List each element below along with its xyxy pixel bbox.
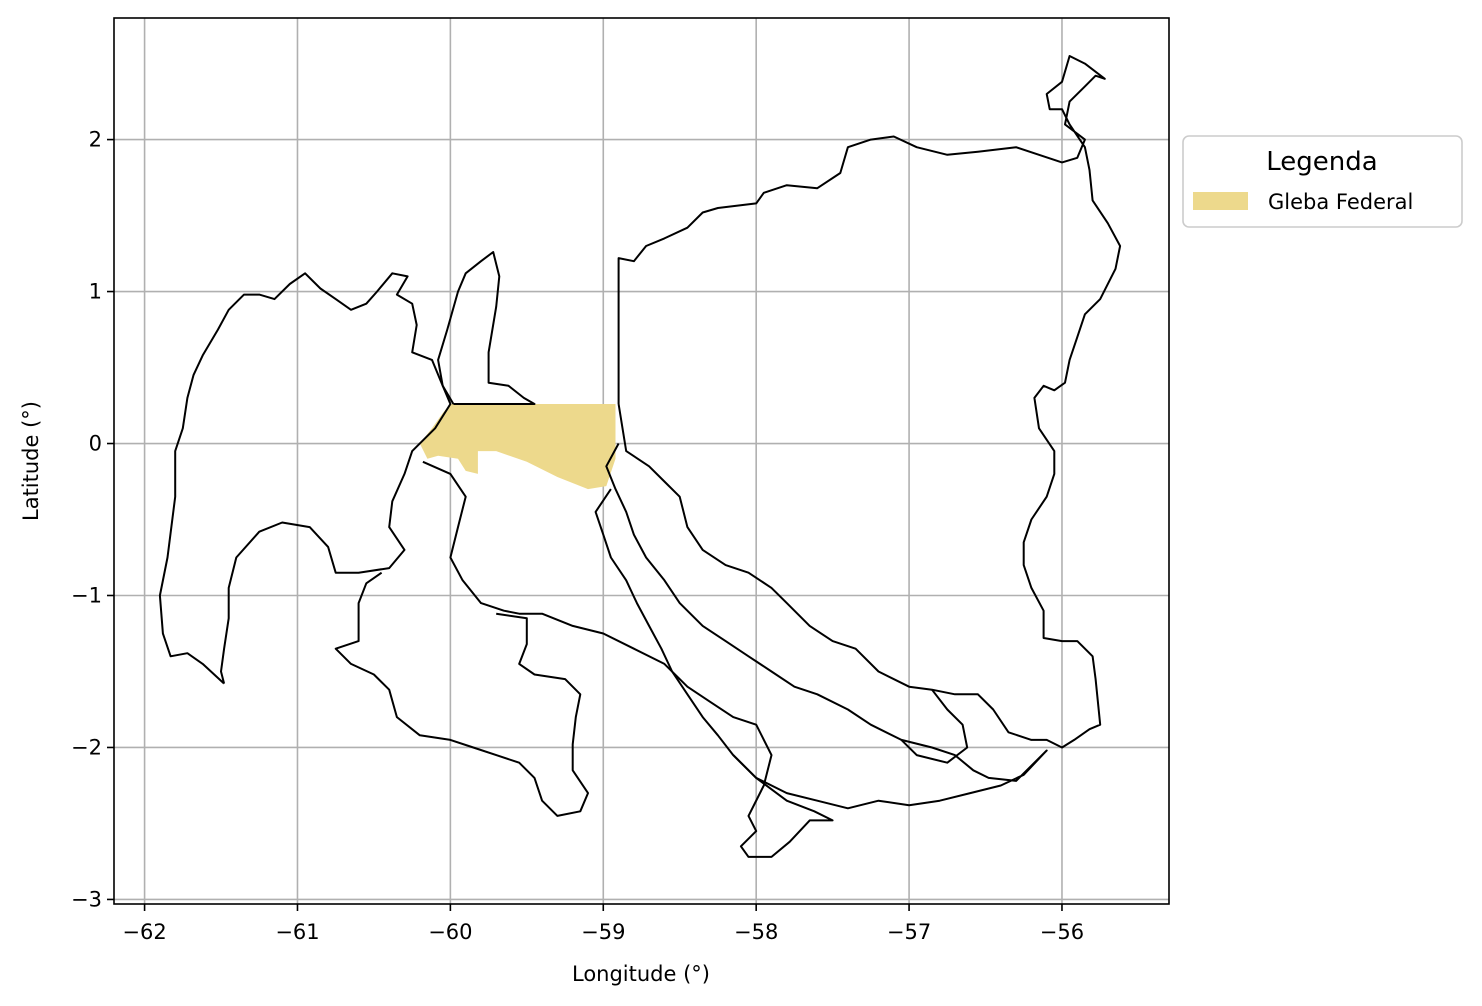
y-tick-label: 2 <box>89 128 102 152</box>
x-axis-label: Longitude (°) <box>572 962 710 986</box>
y-tick-label: −1 <box>71 583 102 607</box>
legend-frame <box>1182 135 1463 228</box>
legend-swatch-gleba-federal <box>1193 192 1248 210</box>
legend-label-gleba-federal: Gleba Federal <box>1268 190 1413 214</box>
x-tick-label: −59 <box>581 920 625 944</box>
legend: Legenda Gleba Federal <box>1182 135 1463 228</box>
municipality-boundaries <box>158 55 1122 858</box>
y-tick-label: −2 <box>71 735 102 759</box>
x-tick-label: −58 <box>734 920 778 944</box>
plot-frame <box>113 17 1170 905</box>
x-tick-label: −62 <box>122 920 166 944</box>
municipality-boundary-3 <box>617 55 1122 749</box>
municipality-boundary-7 <box>900 689 969 764</box>
x-tick-label: −57 <box>887 920 931 944</box>
municipality-boundary-1 <box>158 272 452 685</box>
municipality-boundary-5 <box>422 460 834 858</box>
y-axis-label: Latitude (°) <box>19 401 43 521</box>
y-tick-label: 0 <box>89 432 102 456</box>
municipality-boundary-6 <box>334 571 589 817</box>
gleba-federal-area <box>419 404 616 490</box>
municipality-boundary-2 <box>437 251 536 405</box>
x-tick-label: −60 <box>428 920 472 944</box>
municipality-boundary-4 <box>594 443 1048 810</box>
y-tick-label: 1 <box>89 280 102 304</box>
grid-lines <box>114 18 1169 904</box>
legend-title: Legenda <box>1266 147 1377 177</box>
axis-ticks: −62 −61 −60 −59 −58 −57 −56 −3 −2 −1 0 1 2 <box>71 128 1084 944</box>
x-tick-label: −61 <box>275 920 319 944</box>
y-tick-label: −3 <box>71 887 102 911</box>
gleba-federal-polygon <box>419 404 616 490</box>
x-tick-label: −56 <box>1040 920 1084 944</box>
